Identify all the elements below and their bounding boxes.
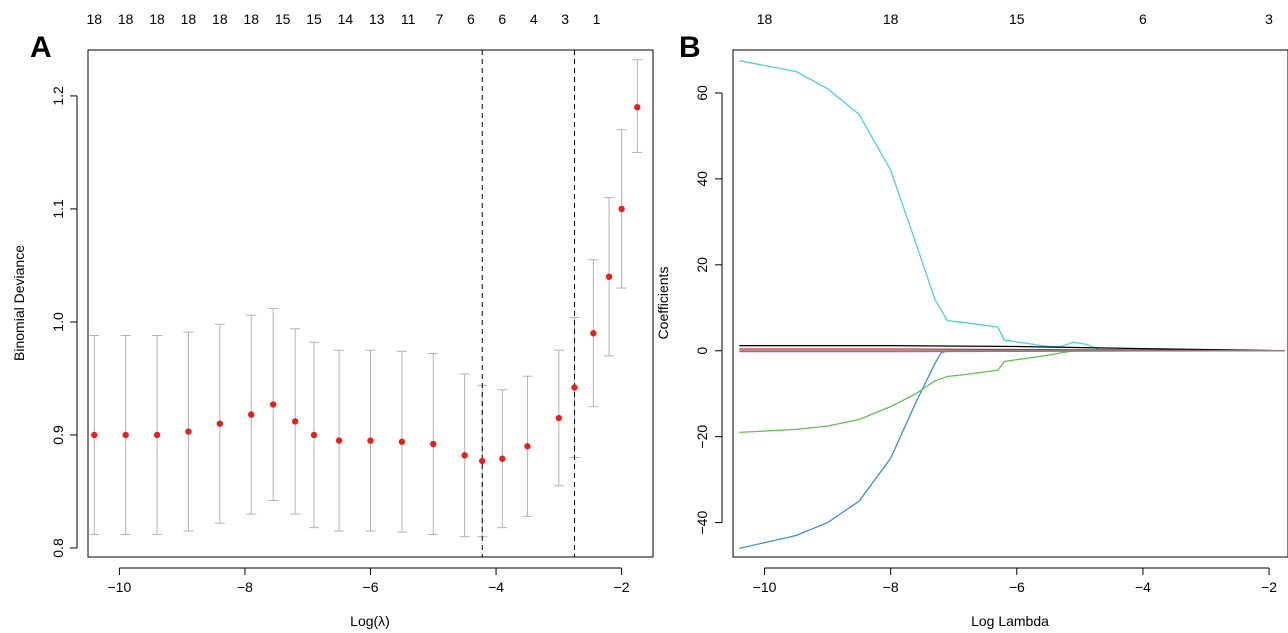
x-tick-label: −10	[753, 579, 777, 595]
data-point	[479, 457, 486, 465]
top-axis-label: 18	[757, 11, 773, 27]
coefficient-path	[739, 350, 1285, 434]
data-point	[310, 431, 318, 439]
x-tick-label: −10	[108, 579, 132, 595]
top-axis-label: 6	[1139, 11, 1147, 27]
coefficient-path	[739, 350, 1285, 550]
y-tick-label: −20	[694, 425, 710, 449]
data-point	[335, 437, 343, 444]
data-point	[248, 411, 255, 418]
y-tick-label: 0.9	[50, 425, 66, 445]
top-axis-label: 18	[86, 11, 102, 27]
y-tick-label: 1.2	[50, 86, 66, 106]
y-tick-label: 60	[694, 85, 710, 101]
panel-a-y-label: Binomial Deviance	[11, 245, 27, 361]
data-point	[524, 443, 531, 450]
panel-b: B −10 −8 −6 −4 −2 −40 −20 0 20 40 60 18 18 15 6 3 Log…	[655, 11, 1288, 629]
data-point	[605, 273, 613, 280]
y-tick-label: 1.0	[50, 312, 66, 332]
data-point	[590, 330, 597, 337]
y-tick-label: 40	[694, 171, 710, 187]
top-axis-label: 1	[593, 11, 601, 27]
x-tick-label: −4	[1135, 579, 1151, 595]
top-axis-label: 18	[118, 11, 134, 27]
panel-a-errorbars	[89, 59, 643, 538]
x-tick-label: −4	[488, 579, 504, 595]
panel-a-reference-lines	[481, 50, 576, 557]
top-axis-label: 15	[275, 11, 291, 27]
data-point	[634, 104, 641, 111]
top-axis-label: 11	[401, 11, 416, 27]
data-point	[618, 205, 625, 213]
panel-b-label: B	[679, 31, 701, 64]
panel-a-x-axis: −10 −8 −6 −4 −2	[108, 567, 630, 595]
data-point	[291, 418, 299, 425]
top-axis-label: 14	[338, 11, 354, 27]
panel-b-x-axis: −10 −8 −6 −4 −2	[753, 567, 1277, 595]
panel-a-top-axis: 18 18 18 18 18 18 15 15 14 13 11 7 6 6 4 3 1	[86, 11, 600, 27]
panel-b-top-axis: 18 18 15 6 3	[757, 11, 1273, 27]
x-tick-label: −2	[1261, 579, 1277, 595]
panel-a-x-label: Log(λ)	[350, 613, 390, 629]
x-tick-label: −2	[614, 579, 630, 595]
top-axis-label: 3	[1265, 11, 1273, 27]
data-point	[398, 438, 406, 445]
x-tick-label: −6	[363, 579, 379, 595]
top-axis-label: 18	[149, 11, 165, 27]
data-point	[430, 440, 437, 448]
top-axis-label: 7	[436, 11, 444, 27]
y-tick-label: 1.1	[50, 199, 66, 219]
top-axis-label: 6	[467, 11, 475, 27]
data-point	[216, 420, 224, 427]
x-tick-label: −6	[1009, 579, 1025, 595]
y-tick-label: 0.8	[50, 538, 66, 558]
top-axis-label: 18	[212, 11, 228, 27]
data-point	[185, 428, 192, 435]
y-tick-label: 0	[694, 347, 710, 355]
top-axis-label: 6	[498, 11, 506, 27]
data-point	[461, 452, 468, 459]
panel-a-plot-frame	[87, 49, 654, 558]
data-point	[571, 384, 578, 391]
data-point	[367, 437, 374, 444]
panel-b-plot-frame	[732, 49, 1288, 558]
top-axis-label: 15	[306, 11, 322, 27]
panel-a-y-axis: 0.8 0.9 1.0 1.1 1.2	[50, 86, 78, 558]
panel-a-label: A	[30, 31, 52, 64]
data-point	[91, 431, 98, 439]
top-axis-label: 18	[181, 11, 197, 27]
panel-b-y-label: Coefficients	[655, 267, 671, 340]
data-point	[153, 431, 161, 439]
panel-b-x-label: Log Lambda	[971, 613, 1049, 629]
top-axis-label: 18	[883, 11, 899, 27]
coefficient-path	[739, 344, 1285, 352]
x-tick-label: −8	[883, 579, 899, 595]
data-point	[555, 414, 563, 422]
y-tick-label: −40	[694, 511, 710, 535]
panel-b-y-axis: −40 −20 0 20 40 60	[694, 85, 723, 535]
top-axis-label: 3	[561, 11, 569, 27]
data-point	[122, 431, 129, 439]
top-axis-label: 13	[369, 11, 385, 27]
panel-a: A −10 −8 −6 −4 −2 0.80.91.01.11.2 18 18 18 18 18…	[11, 11, 654, 629]
y-tick-label: 20	[694, 257, 710, 273]
panel-a-points	[91, 104, 641, 465]
coefficient-path	[739, 60, 1285, 352]
x-tick-label: −8	[237, 579, 253, 595]
panel-b-series-lines	[739, 60, 1285, 550]
data-point	[269, 401, 277, 408]
data-point	[499, 455, 506, 462]
top-axis-label: 4	[530, 11, 538, 27]
top-axis-label: 18	[243, 11, 259, 27]
top-axis-label: 15	[1009, 11, 1025, 27]
